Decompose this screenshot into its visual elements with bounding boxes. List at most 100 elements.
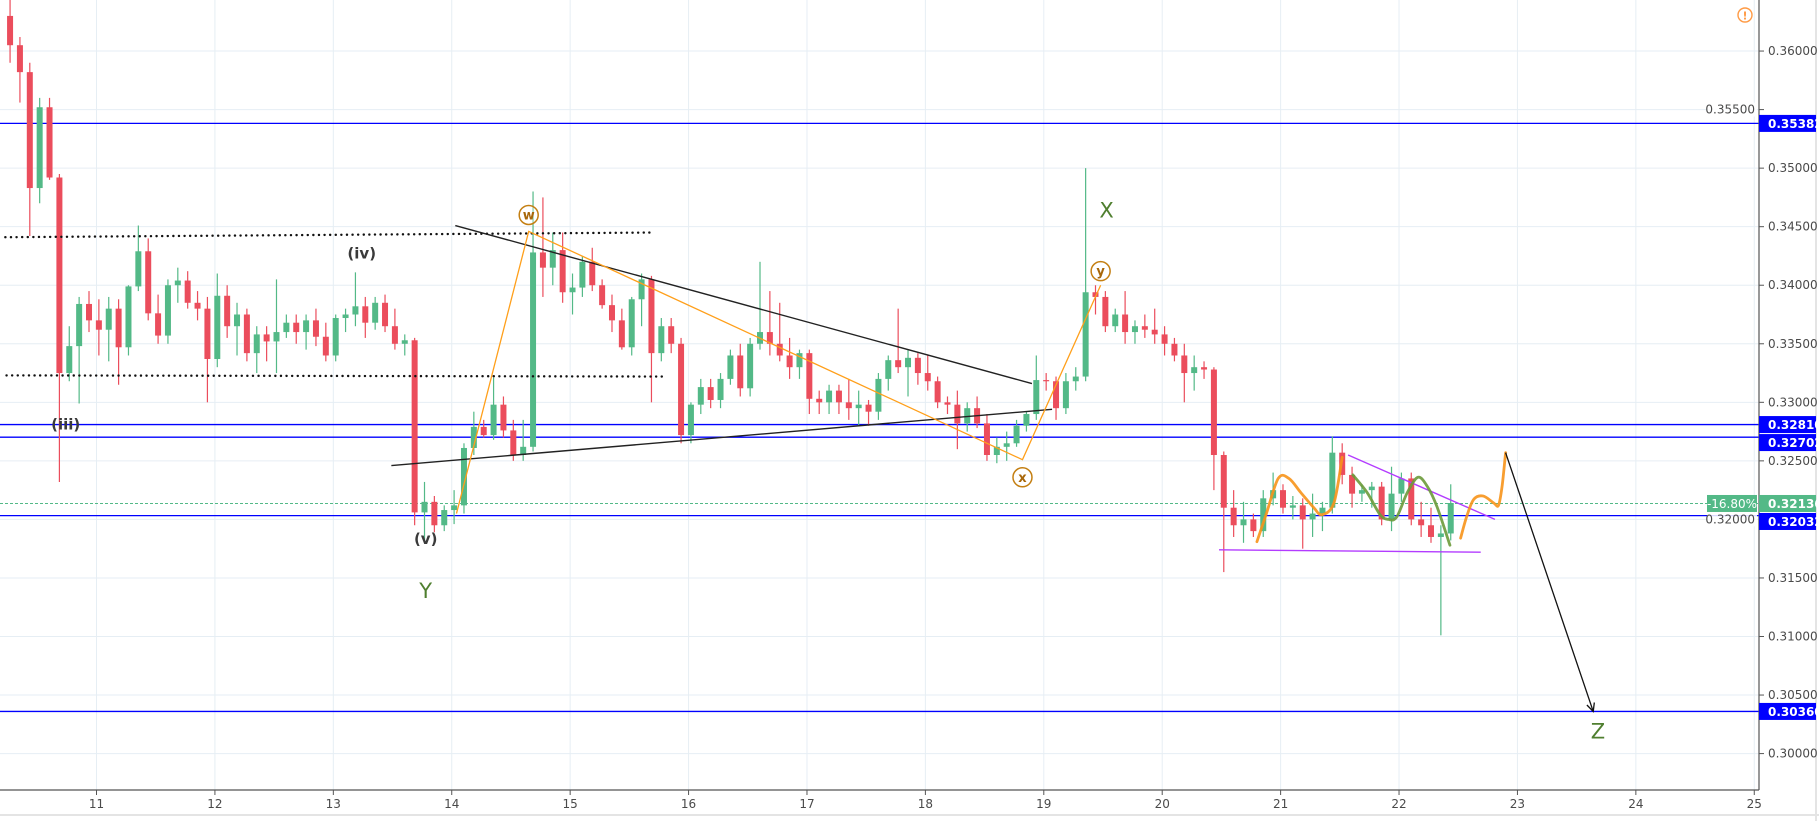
candle-body <box>983 423 990 456</box>
candle-body <box>579 261 586 288</box>
candle-body <box>1329 452 1336 508</box>
warning-icon[interactable]: ! <box>1737 7 1753 23</box>
candle <box>905 349 912 397</box>
price-level-badge <box>1759 114 1816 132</box>
candle <box>362 296 369 338</box>
candle <box>500 396 507 438</box>
time-tick-label: 18 <box>918 797 933 811</box>
candle <box>431 495 438 533</box>
price-level-badge <box>1759 702 1816 720</box>
wave-label: Z <box>1591 720 1605 744</box>
candle-body <box>480 426 487 436</box>
candle-body <box>1388 493 1395 520</box>
candle <box>687 402 694 444</box>
candle <box>1250 513 1257 537</box>
wave-label-text: y <box>1096 265 1105 280</box>
candle <box>145 238 152 321</box>
candle-body <box>1299 505 1306 520</box>
candle-body <box>1053 381 1060 409</box>
candle-body <box>174 280 181 286</box>
wave-label: (iv) <box>347 244 376 262</box>
candle-body <box>737 355 744 389</box>
price-level-label: 0.32702 <box>1768 436 1819 450</box>
candle <box>934 376 941 409</box>
warning-icon-glyph: ! <box>1742 10 1747 23</box>
price-tick-label-backdrop <box>1707 512 1757 527</box>
candle <box>1201 361 1208 379</box>
candle <box>253 326 260 374</box>
candle <box>510 419 517 461</box>
wave-label-text: x <box>1018 471 1027 486</box>
wave-label-circle <box>1090 260 1111 282</box>
candle <box>914 353 921 385</box>
candle-body <box>283 322 290 333</box>
candle <box>1151 308 1158 344</box>
candle <box>164 279 171 344</box>
wave-label-circle <box>1012 467 1033 488</box>
candle-body <box>86 303 93 321</box>
candle <box>608 294 615 333</box>
candle <box>1003 431 1010 461</box>
candle-body <box>1013 425 1020 444</box>
candle-body <box>816 398 823 403</box>
price-level-badge <box>1759 434 1816 452</box>
candle <box>352 272 359 327</box>
candle-body <box>342 314 349 319</box>
candle-body <box>1131 326 1138 333</box>
time-tick-label: 24 <box>1628 797 1643 811</box>
candle-body <box>125 286 132 348</box>
candle-body <box>944 402 951 405</box>
candle-body <box>1201 367 1208 370</box>
time-tick-label: 19 <box>1036 797 1051 811</box>
candle-body <box>1358 490 1365 494</box>
candle-body <box>421 501 428 513</box>
candle <box>36 97 43 204</box>
candle-body <box>243 314 250 354</box>
candle-body <box>224 295 231 327</box>
candle <box>1171 337 1178 362</box>
candle-body <box>441 510 448 526</box>
candle <box>579 255 586 297</box>
candle <box>95 299 102 356</box>
candle-body <box>1289 505 1296 508</box>
candle-body <box>214 295 221 359</box>
candle <box>234 302 241 356</box>
warning-icon-circle <box>1737 7 1753 23</box>
price-axis-background <box>1759 0 1819 821</box>
candle-body <box>786 355 793 368</box>
candle <box>865 399 872 426</box>
candle-body <box>194 302 201 309</box>
candle <box>993 437 1000 464</box>
wave-label: (iii) <box>51 415 80 433</box>
candle <box>1437 525 1444 636</box>
candle-body <box>776 343 783 356</box>
drawings <box>4 224 1595 713</box>
candle-body <box>1003 443 1010 447</box>
candle-body <box>1151 329 1158 335</box>
candle <box>1013 419 1020 447</box>
candle-body <box>145 251 152 314</box>
candle <box>766 291 773 356</box>
candle <box>312 308 319 347</box>
candle-body <box>293 322 300 333</box>
candle-body <box>1437 533 1444 537</box>
candle-body <box>1023 414 1030 426</box>
candle <box>1082 168 1089 382</box>
dotted-range-line <box>4 231 655 239</box>
candle <box>638 273 645 327</box>
price-tick-label: 0.35000 <box>1768 161 1818 175</box>
candle <box>1112 308 1119 333</box>
candle-body <box>1398 478 1405 494</box>
time-tick-label: 13 <box>326 797 341 811</box>
candle <box>66 326 73 382</box>
forecast-arrow-head-icon <box>1586 702 1595 713</box>
candle-body <box>510 430 517 456</box>
candle-body <box>1102 296 1109 327</box>
time-tick-label: 20 <box>1155 797 1170 811</box>
candle-body <box>895 360 902 368</box>
candle-body <box>638 279 645 300</box>
candle <box>382 294 389 333</box>
